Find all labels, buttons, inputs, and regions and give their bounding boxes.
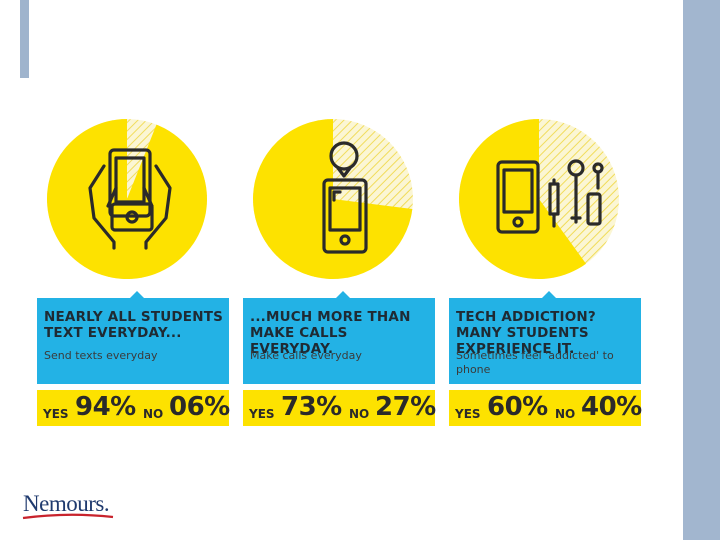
left-accent-bar	[20, 0, 29, 78]
pie-chart-texting	[46, 118, 208, 280]
stat-description-box: ...MUCH MORE THAN MAKE CALLS EVERYDAY. M…	[243, 298, 435, 384]
pie-slice-yes	[47, 119, 208, 279]
stat-description-box: NEARLY ALL STUDENTS TEXT EVERYDAY... Sen…	[37, 298, 229, 384]
phone-speech-bubble-icon	[322, 141, 368, 254]
stat-subtext: Sometimes feel 'addicted' to phone	[456, 349, 614, 376]
stat-headline: ...MUCH MORE THAN MAKE CALLS EVERYDAY.	[250, 309, 411, 357]
box-pointer	[335, 291, 351, 299]
yes-no-bar: YES 73% NO 27%	[243, 390, 436, 426]
stat-headline: TECH ADDICTION? MANY STUDENTS EXPERIENCE…	[456, 309, 596, 357]
stat-headline: NEARLY ALL STUDENTS TEXT EVERYDAY...	[44, 309, 224, 341]
stat-panel-texting: NEARLY ALL STUDENTS TEXT EVERYDAY... Sen…	[37, 118, 230, 426]
hands-holding-phone-icon	[88, 148, 172, 250]
stat-panel-addiction: TECH ADDICTION? MANY STUDENTS EXPERIENCE…	[449, 118, 642, 426]
stat-panel-calls: ...MUCH MORE THAN MAKE CALLS EVERYDAY. M…	[243, 118, 436, 426]
yes-label: YES	[455, 407, 481, 421]
stat-subtext: Make calls everyday	[250, 349, 362, 362]
pie-svg	[253, 119, 413, 279]
yes-value: 60%	[487, 392, 548, 422]
pie-chart-addiction	[458, 118, 620, 280]
yes-label: YES	[43, 407, 69, 421]
yes-label: YES	[249, 407, 275, 421]
box-pointer	[129, 291, 145, 299]
no-label: NO	[555, 407, 576, 421]
no-value: 06%	[169, 392, 230, 422]
yes-no-bar: YES 94% NO 06%	[37, 390, 230, 426]
yes-value: 73%	[281, 392, 342, 422]
pie-svg	[47, 119, 208, 279]
phone-syringe-icon	[496, 159, 604, 234]
no-value: 27%	[375, 392, 436, 422]
no-value: 40%	[581, 392, 642, 422]
no-label: NO	[143, 407, 164, 421]
pie-chart-calls	[252, 118, 414, 280]
pie-slice-yes	[459, 119, 587, 279]
nemours-logo: Nemours.	[23, 491, 110, 516]
pie-svg	[459, 119, 619, 279]
right-side-band	[683, 0, 720, 540]
yes-value: 94%	[75, 392, 136, 422]
stat-description-box: TECH ADDICTION? MANY STUDENTS EXPERIENCE…	[449, 298, 641, 384]
yes-no-bar: YES 60% NO 40%	[449, 390, 642, 426]
stat-subtext: Send texts everyday	[44, 349, 158, 362]
no-label: NO	[349, 407, 370, 421]
box-pointer	[541, 291, 557, 299]
logo-swoosh-icon	[22, 513, 114, 520]
